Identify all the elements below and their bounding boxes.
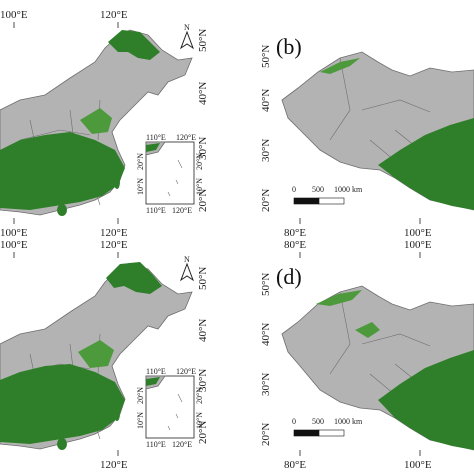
panel-a-inset-left-label-2: 10°N	[136, 178, 145, 195]
panel-c-north-arrow-icon: N	[179, 255, 195, 282]
panel-a-inset-top-label-1: 110°E	[146, 133, 166, 142]
panel-b-province-borders	[329, 57, 441, 166]
panel-c-inset-bottom-label-2: 120°E	[172, 440, 192, 449]
panel-c-lat-label-4: 20°N	[197, 421, 209, 444]
panel-c-top-lon-label-1: 100°E	[0, 239, 28, 251]
panel-b-bottom-lon-label-2: 100°E	[404, 227, 432, 239]
panel-b-letter: (b)	[276, 34, 302, 59]
panel-a-inset-bottom-label-2: 120°E	[172, 206, 192, 215]
panel-d-scale-label-0: 0	[292, 417, 296, 426]
panel-a-forest-hainan	[57, 204, 67, 216]
panel-c-inset: 110°E 120°E 110°E 120°E 20°N 10°N 20°N 1…	[136, 367, 204, 449]
panel-a-north-arrow-icon: N	[179, 23, 195, 50]
panel-c-forest-central	[78, 340, 114, 368]
panel-a-top-lon-label-1: 100°E	[0, 9, 28, 21]
panel-d-lat-label-2: 40°N	[260, 323, 272, 346]
panel-b-lat-label-3: 30°N	[260, 139, 272, 162]
panel-d-scale-label-1000: 1000 km	[334, 417, 363, 426]
panel-c-inset-bottom-label-1: 110°E	[146, 440, 166, 449]
panel-a-inset-islands	[167, 159, 183, 197]
panel-a-inset: 110°E 120°E 110°E 120°E 20°N 10°N 20°N 1…	[136, 133, 204, 215]
panel-a-inset-right-label-1: 20°N	[195, 153, 204, 170]
svg-text:N: N	[184, 23, 190, 32]
panel-a-lat-label-1: 50°N	[197, 29, 209, 52]
panel-d: 80°E 100°E (d) 50°N 40°N 30°N 20°N 0 500…	[260, 239, 474, 471]
panel-b: (b) 50°N 40°N 30°N 20°N 0 500 1000 km 80…	[260, 34, 474, 239]
panel-a-forest-northeast	[108, 30, 160, 60]
panel-d-forest-central	[355, 322, 380, 338]
panel-a-lat-label-4: 20°N	[197, 189, 209, 212]
svg-text:N: N	[184, 255, 190, 264]
panel-a-forest-taiwan	[114, 175, 120, 189]
panel-a: 100°E 120°E N 50°N 40°N 30°N 20°N 110°E	[0, 9, 209, 239]
panel-c-inset-top-label-1: 110°E	[146, 367, 166, 376]
panel-c-forest-northeast	[106, 262, 162, 294]
panel-c-inset-top-label-2: 120°E	[176, 367, 196, 376]
panel-d-lat-label-1: 50°N	[260, 273, 272, 296]
panel-c-forest-south	[0, 364, 125, 444]
panel-d-lat-label-4: 20°N	[260, 423, 272, 446]
panel-c-forest-taiwan	[114, 407, 120, 421]
panel-c-inset-islands	[167, 393, 183, 431]
panel-a-inset-bottom-label-1: 110°E	[146, 206, 166, 215]
panel-a-bottom-lon-label-1: 100°E	[0, 227, 28, 239]
panel-b-lat-label-4: 20°N	[260, 189, 272, 212]
panel-b-scale-label-0: 0	[292, 185, 296, 194]
panel-d-top-lon-label-1: 80°E	[284, 239, 306, 251]
panel-c-inset-right-label-1: 20°N	[195, 387, 204, 404]
panel-b-forest-southeast	[378, 118, 474, 210]
panel-c-lat-label-2: 40°N	[197, 319, 209, 342]
panel-b-scale-label-500: 500	[312, 185, 324, 194]
panel-d-forest-southeast	[378, 350, 474, 450]
panel-a-inset-forest	[146, 143, 160, 152]
panel-a-inset-top-label-2: 120°E	[176, 133, 196, 142]
panel-b-scale-bar: 0 500 1000 km	[292, 185, 363, 205]
panel-c-lat-label-3: 30°N	[197, 369, 209, 392]
panel-c-inset-forest	[146, 377, 160, 386]
panel-a-forest-south	[0, 132, 125, 210]
panel-d-bottom-lon-label-2: 100°E	[404, 459, 432, 471]
panel-d-bottom-lon-label-1: 80°E	[284, 459, 306, 471]
panel-d-lat-label-3: 30°N	[260, 373, 272, 396]
panel-a-inset-right-label-2: 10°N	[195, 178, 204, 195]
panel-a-lat-label-3: 30°N	[197, 137, 209, 160]
panel-a-lat-label-2: 40°N	[197, 82, 209, 105]
panel-a-inset-left-label-1: 20°N	[136, 153, 145, 170]
panel-b-lat-label-1: 50°N	[260, 45, 272, 68]
panel-c-top-lon-label-2: 120°E	[100, 239, 128, 251]
panel-d-letter: (d)	[276, 264, 302, 289]
panel-c-inset-left-label-1: 20°N	[136, 387, 145, 404]
panel-c-forest-hainan	[57, 438, 67, 450]
panel-c-inset-left-label-2: 10°N	[136, 412, 145, 429]
panel-a-inset-frame	[145, 141, 195, 205]
panel-b-scale-label-1000: 1000 km	[334, 185, 363, 194]
panel-c-inset-right-label-2: 10°N	[195, 412, 204, 429]
panel-c-lat-label-1: 50°N	[197, 267, 209, 290]
panel-b-lat-label-2: 40°N	[260, 89, 272, 112]
panel-d-top-lon-label-2: 100°E	[404, 239, 432, 251]
panel-c: 100°E 120°E N 50°N 40°N 30°N 20°N 110°E …	[0, 239, 209, 471]
panel-c-inset-frame	[145, 375, 195, 439]
panel-d-scale-bar: 0 500 1000 km	[292, 417, 363, 437]
panel-d-forest-north	[316, 290, 362, 306]
panel-a-top-lon-label-2: 120°E	[100, 9, 128, 21]
panel-d-scale-label-500: 500	[312, 417, 324, 426]
panel-c-bottom-lon-label-1: 120°E	[100, 459, 128, 471]
panel-d-province-borders	[329, 291, 441, 400]
panel-b-forest-north	[320, 58, 360, 74]
panel-b-bottom-lon-label-1: 80°E	[284, 227, 306, 239]
panel-a-forest-central	[80, 108, 112, 134]
panel-a-bottom-lon-label-2: 120°E	[100, 227, 128, 239]
